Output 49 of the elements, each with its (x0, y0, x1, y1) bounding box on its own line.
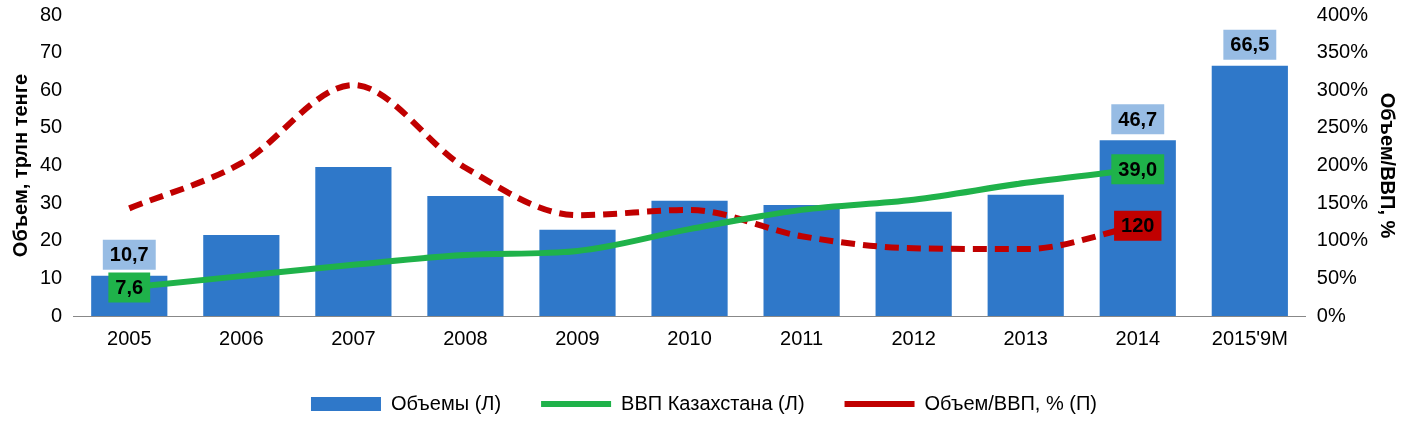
x-tick-label: 2007 (331, 326, 376, 349)
bar (315, 167, 392, 316)
y2-tick-label: 150% (1316, 190, 1369, 213)
x-tick-label: 2009 (555, 326, 600, 349)
bar (651, 200, 728, 316)
data-label: 66,5 (1230, 33, 1270, 56)
legend-label: Объемы (Л) (390, 391, 502, 414)
legend-label: Объем/ВВП, % (П) (924, 391, 1098, 414)
data-label: 10,7 (109, 243, 149, 266)
x-tick-label: 2011 (780, 326, 824, 349)
x-tick-label: 2005 (107, 326, 152, 349)
x-tick-label: 2012 (891, 326, 936, 349)
y-tick-label: 40 (40, 153, 63, 176)
y-tick-label: 60 (40, 77, 63, 100)
x-tick-label: 2006 (219, 326, 264, 349)
y-tick-label: 30 (40, 190, 63, 213)
bar (763, 205, 840, 316)
y-axis-title: Объем, трлн тенге (8, 73, 31, 258)
y2-tick-label: 50% (1316, 265, 1358, 288)
x-tick-label: 2014 (1115, 326, 1161, 349)
y-tick-label: 0 (51, 303, 63, 326)
y2-tick-label: 250% (1316, 115, 1369, 138)
y2-tick-label: 100% (1316, 228, 1369, 251)
x-tick-label: 2015'9M (1211, 326, 1288, 349)
y2-tick-label: 200% (1316, 153, 1369, 176)
bar (203, 235, 280, 316)
y2-tick-label: 0% (1316, 303, 1346, 326)
y-tick-label: 70 (40, 40, 63, 63)
bar (1211, 65, 1288, 316)
y2-tick-label: 300% (1316, 77, 1369, 100)
data-label: 120 (1121, 214, 1155, 237)
bar (987, 194, 1064, 316)
x-tick-label: 2013 (1003, 326, 1048, 349)
legend-label: ВВП Казахстана (Л) (621, 391, 805, 414)
data-label: 39,0 (1118, 157, 1158, 180)
bar (427, 195, 504, 316)
y-tick-label: 80 (40, 2, 63, 25)
y2-tick-label: 350% (1316, 40, 1369, 63)
x-tick-label: 2008 (443, 326, 488, 349)
bar (539, 229, 616, 316)
y-tick-label: 50 (40, 115, 63, 138)
bar (875, 211, 952, 316)
data-label: 46,7 (1118, 107, 1158, 130)
data-label: 7,6 (115, 275, 144, 298)
y2-axis-title: Объем/ВВП, % (1377, 92, 1400, 239)
x-tick-label: 2010 (667, 326, 712, 349)
y-tick-label: 10 (40, 265, 63, 288)
y-tick-label: 20 (40, 228, 63, 251)
y2-tick-label: 400% (1316, 2, 1369, 25)
